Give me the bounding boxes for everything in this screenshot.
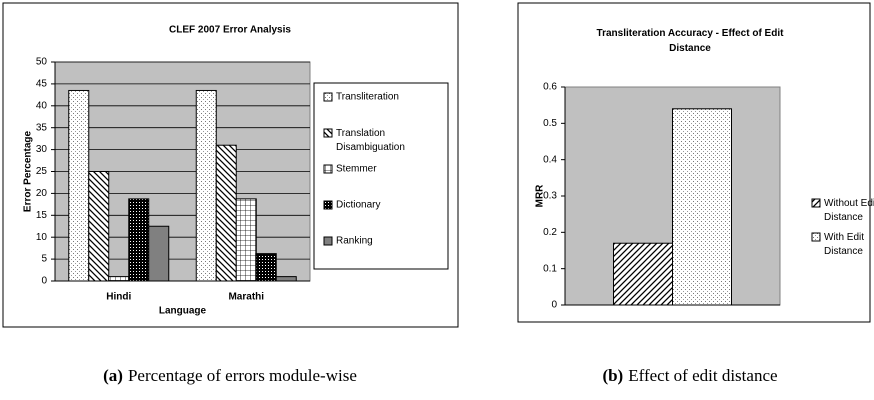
y-tick-label: 0 [551, 300, 557, 311]
bar [215, 144, 237, 282]
legend-label: Transliteration [336, 92, 399, 103]
bar [108, 276, 130, 282]
caption-part: (a) [103, 366, 123, 385]
bar [613, 242, 673, 306]
y-tick-label: 30 [36, 144, 48, 155]
caption: (a) Percentage of errors module-wise [103, 366, 357, 385]
y-tick-label: 25 [36, 166, 48, 177]
legend-swatch [811, 198, 821, 208]
y-tick-label: 0.4 [543, 154, 557, 165]
legend-swatch [811, 232, 821, 242]
bar [235, 198, 257, 282]
bar [672, 108, 732, 306]
legend-swatch [323, 128, 333, 138]
bar [255, 253, 277, 282]
legend-swatch [323, 92, 333, 102]
bar [128, 198, 150, 282]
caption-part: Effect of edit distance [628, 366, 777, 385]
legend-box [313, 82, 449, 270]
y-tick-label: 40 [36, 100, 48, 111]
bar [88, 171, 110, 282]
y-tick-label: 15 [36, 210, 48, 221]
y-tick-label: 0.3 [543, 191, 557, 202]
y-axis-label: MRR [535, 184, 546, 208]
x-tick-label: Hindi [106, 292, 131, 303]
y-tick-label: 0.5 [543, 118, 557, 129]
y-tick-label: 50 [36, 57, 48, 68]
x-tick-label: Marathi [228, 292, 264, 303]
chart-title: CLEF 2007 Error Analysis [169, 25, 291, 36]
y-tick-label: 0.6 [543, 82, 557, 93]
chart-title: Transliteration Accuracy - Effect of Edi… [597, 28, 785, 54]
bar [195, 89, 217, 282]
y-tick-label: 45 [36, 79, 48, 90]
x-axis-label: Language [159, 306, 207, 317]
legend-label: Translation Disambiguation [336, 128, 405, 153]
y-tick-label: 0.1 [543, 263, 557, 274]
y-tick-label: 10 [36, 232, 48, 243]
caption-part: (b) [602, 366, 623, 385]
caption: (b) Effect of edit distance [602, 366, 777, 385]
legend-swatch [323, 236, 333, 246]
y-tick-label: 0 [41, 276, 47, 287]
y-tick-label: 35 [36, 122, 48, 133]
legend-label: With Edit Distance [824, 232, 864, 257]
y-tick-label: 0.2 [543, 227, 557, 238]
legend-label: Without Edit Distance [824, 198, 874, 223]
legend-label: Dictionary [336, 200, 380, 211]
legend-label: Stemmer [336, 164, 377, 175]
bar [148, 225, 170, 282]
legend-swatch [323, 200, 333, 210]
y-axis-label: Error Percentage [23, 130, 34, 212]
y-tick-label: 20 [36, 188, 48, 199]
bar [275, 276, 297, 282]
y-tick-label: 5 [41, 254, 47, 265]
caption-part: Percentage of errors module-wise [128, 366, 357, 385]
legend-swatch [323, 164, 333, 174]
legend-label: Ranking [336, 236, 373, 247]
bar [68, 89, 90, 282]
